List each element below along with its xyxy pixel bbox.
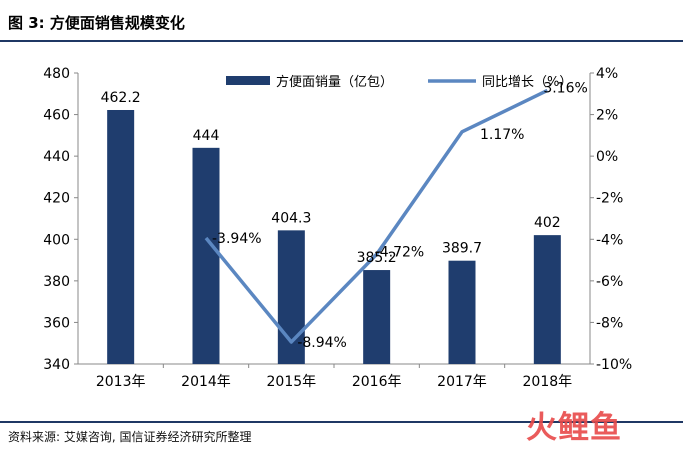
line-data-label: -8.94% [297,335,347,351]
bar-data-label: 385.2 [357,250,397,266]
x-tick-label: 2014年 [181,374,231,390]
line-series [204,88,549,344]
x-tick-label: 2015年 [267,374,317,390]
title-bar [0,0,683,42]
y-right-tick-label: 2% [596,108,618,124]
x-tick-label: 2013年 [96,374,146,390]
x-tick-label: 2017年 [437,374,487,390]
y-left-tick-label: 480 [43,66,70,82]
y-right-tick-label: -2% [596,191,623,207]
line-data-label: -4.72% [375,244,425,260]
bar-data-label: 404.3 [271,210,311,226]
bar [533,235,561,364]
bar-data-label: 389.7 [442,241,482,257]
source-note: 资料来源: 艾媒咨询, 国信证券经济研究所整理 [8,430,252,444]
bar [107,109,135,365]
line-data-label: 3.16% [543,80,587,96]
line-data-label: -3.94% [212,231,262,247]
legend-bar-swatch [226,76,270,85]
y-left-tick-label: 460 [43,108,70,124]
x-tick-label: 2018年 [523,374,573,390]
legend-bar-label: 方便面销量（亿包） [276,74,393,90]
y-right-tick-label: -6% [596,274,623,290]
y-right-tick-label: 4% [596,66,618,82]
y-right-tick-label: 0% [596,149,618,165]
figure-title: 图 3: 方便面销售规模变化 [8,14,185,32]
bar-data-label: 402 [534,215,561,231]
y-left-tick-label: 400 [43,232,70,248]
legend-line-label: 同比增长（%） [482,75,572,90]
bar [192,147,220,364]
bar-data-label: 444 [193,128,220,144]
y-right-tick-label: -8% [596,315,623,331]
y-left-tick-label: 360 [43,315,70,331]
line-data-label: 1.17% [480,127,524,143]
watermark-logo: 火鲤鱼 [526,410,622,446]
y-left-tick-label: 420 [43,191,70,207]
bar [448,260,476,364]
y-right-tick-label: -10% [596,357,632,373]
bar [363,270,391,364]
source-rule [0,421,683,423]
y-left-tick-label: 340 [43,357,70,373]
bar-data-label: 462.2 [101,90,141,106]
y-left-tick-label: 440 [43,149,70,165]
x-tick-label: 2016年 [352,374,402,390]
y-left-tick-label: 380 [43,274,70,290]
y-right-tick-label: -4% [596,232,623,248]
